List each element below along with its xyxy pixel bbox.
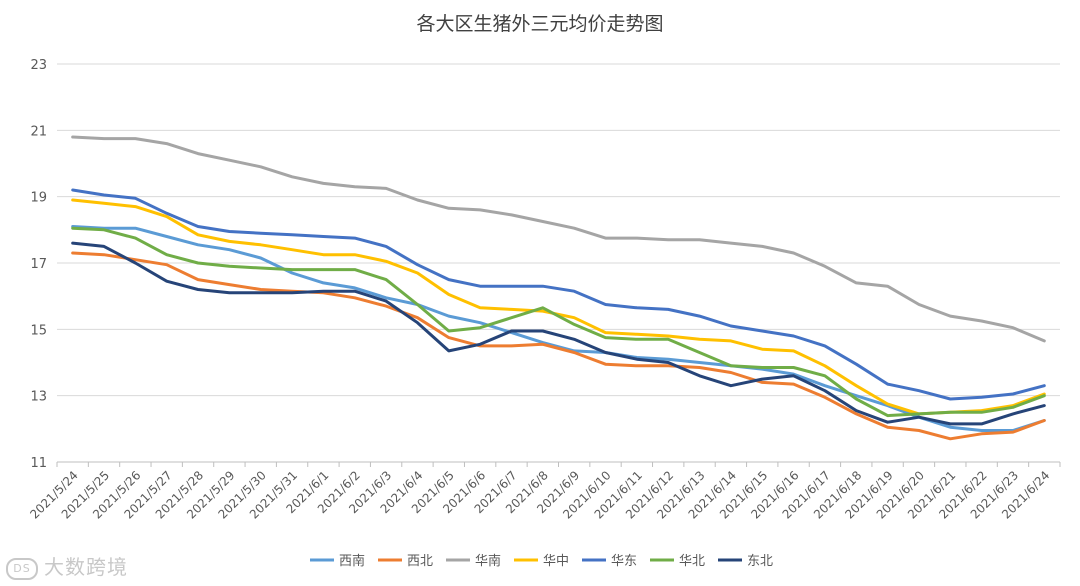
y-tick-label: 21 [30,124,47,139]
series-line-2 [71,251,1046,441]
series-lines [71,135,1046,441]
watermark-text: 大数跨境 [44,555,128,579]
series-line-3 [71,135,1046,343]
series-line-5 [71,188,1046,401]
series-line-7 [71,241,1046,426]
series-line-6 [71,226,1046,418]
legend-label: 华北 [679,554,705,569]
legend-label: 西南 [339,553,365,569]
legend-label: 华东 [611,554,637,569]
watermark: DS 大数跨境 [6,551,128,580]
chart-title: 各大区生猪外三元均价走势图 [416,13,663,35]
series-line-4 [71,198,1046,416]
legend-label: 西北 [407,554,433,569]
y-tick-label: 15 [30,323,47,338]
y-tick-label: 23 [30,58,47,73]
series-line-1 [71,225,1046,432]
legend: 西南 西北 华南 华中 华东 华北 东北 [310,553,773,569]
watermark-logo-icon: DS [6,557,38,580]
gridlines [57,63,1060,397]
legend-label: 东北 [747,554,773,569]
legend-label: 华中 [543,554,569,569]
y-axis-ticks: 11 13 15 17 19 21 23 [30,58,47,471]
y-tick-label: 11 [30,456,47,471]
y-tick-label: 19 [30,191,47,206]
y-tick-label: 13 [30,390,47,405]
y-tick-label: 17 [30,257,47,272]
x-axis [56,461,1061,467]
legend-label: 华南 [475,553,501,569]
x-axis-tick-labels: 2021/5/242021/5/252021/5/262021/5/272021… [27,468,1052,521]
